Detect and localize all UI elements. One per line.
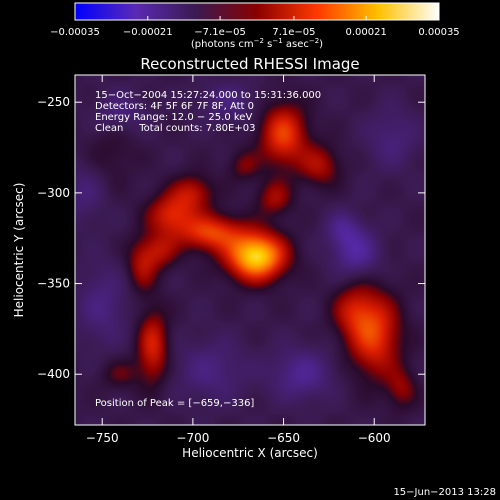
colorbar-tick-label: 7.1e−05	[272, 27, 315, 38]
heatmap-image	[75, 75, 425, 425]
image-annotations: 15−Oct−2004 15:27:24.000 to 15:31:36.000…	[95, 90, 321, 409]
x-tick-label: −650	[267, 431, 300, 445]
annotation-clean-counts: Clean Total counts: 7.80E+03	[95, 123, 255, 134]
x-axis-label: Heliocentric X (arcsec)	[182, 446, 318, 460]
colorbar-tick-label: 0.00035	[418, 27, 459, 38]
y-tick-label: −400	[37, 367, 70, 381]
y-tick-label: −300	[37, 186, 70, 200]
colorbar-tick-label: −7.1e−05	[194, 27, 246, 38]
footer-timestamp: 15−Jun−2013 13:28	[393, 487, 496, 498]
colorbar-tick-label: −0.00021	[123, 27, 173, 38]
y-axis-label: Heliocentric Y (arcsec)	[12, 183, 26, 318]
colorbar-tick-label: −0.00035	[50, 27, 100, 38]
x-tick-label: −750	[86, 431, 119, 445]
x-tick-label: −700	[176, 431, 209, 445]
x-tick-label: −600	[358, 431, 391, 445]
plot-frame	[74, 74, 426, 426]
x-axis-ticks: −750 −700 −650 −600	[86, 75, 391, 445]
chart-title: Reconstructed RHESSI Image	[140, 55, 359, 73]
colorbar-tick-label: 0.00021	[346, 27, 387, 38]
annotation-time-range: 15−Oct−2004 15:27:24.000 to 15:31:36.000	[95, 90, 321, 101]
colorbar-ticks: −0.00035 −0.00021 −7.1e−05 7.1e−05 0.00021 0.…	[50, 16, 460, 38]
y-tick-label: −350	[37, 277, 70, 291]
colorbar: −0.00035 −0.00021 −7.1e−05 7.1e−05 0.00021 0.…	[50, 2, 460, 50]
annotation-energy-range: Energy Range: 12.0 − 25.0 keV	[95, 112, 252, 123]
annotation-peak-position: Position of Peak = [−659,−336]	[95, 398, 254, 409]
y-axis-ticks: −250 −300 −350 −400	[37, 95, 425, 381]
heatmap-container	[75, 75, 425, 425]
annotation-detectors: Detectors: 4F 5F 6F 7F 8F, Att 0	[95, 101, 254, 112]
y-tick-label: −250	[37, 95, 70, 109]
colorbar-unit-label: (photons cm−2 s−1 asec−2)	[191, 37, 323, 50]
colorbar-strip	[74, 2, 440, 21]
